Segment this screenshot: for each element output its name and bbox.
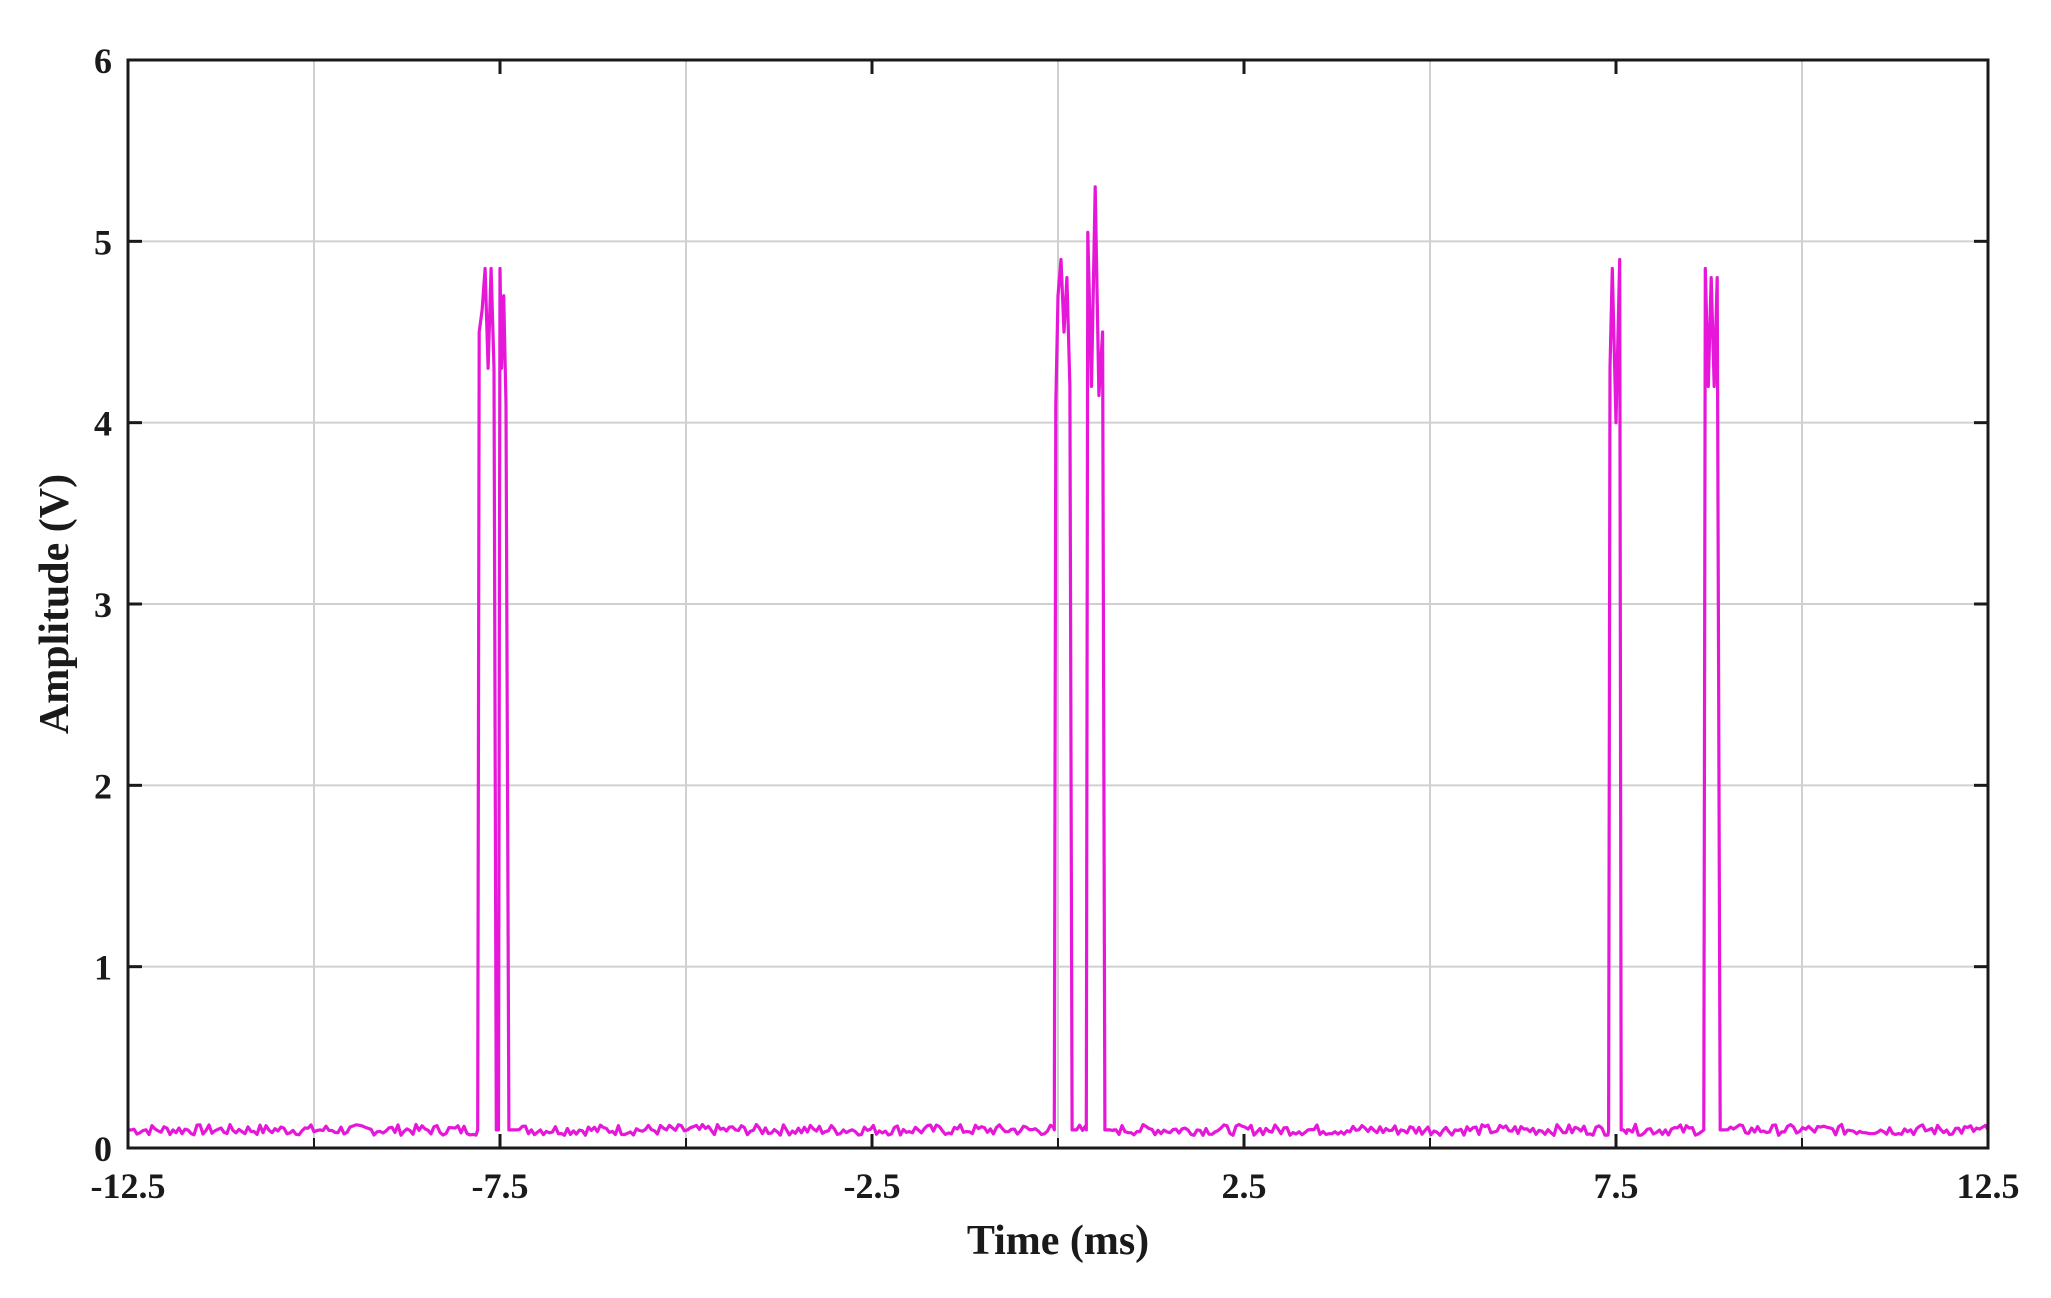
y-tick-labels: 0 1 2 3 4 5 6 — [94, 41, 112, 1169]
y-tick-label: 1 — [94, 948, 112, 988]
y-tick-label: 2 — [94, 766, 112, 806]
x-tick-label: -12.5 — [91, 1166, 166, 1206]
grid — [128, 60, 1988, 1148]
y-tick-label: 0 — [94, 1129, 112, 1169]
ticks — [126, 58, 1990, 1150]
y-axis-title: Amplitude (V) — [32, 474, 78, 734]
series-line — [127, 185, 1990, 1137]
x-axis-title: Time (ms) — [967, 1218, 1149, 1264]
y-tick-label: 3 — [94, 585, 112, 625]
x-tick-label: 12.5 — [1957, 1166, 2020, 1206]
y-tick-label: 4 — [94, 404, 112, 444]
x-tick-label: 7.5 — [1594, 1166, 1639, 1206]
y-tick-label: 6 — [94, 41, 112, 81]
y-tick-label: 5 — [94, 222, 112, 262]
series-layer — [127, 185, 1990, 1137]
x-tick-labels: -12.5 -7.5 -2.5 2.5 7.5 12.5 — [91, 1166, 2020, 1206]
x-tick-label: -7.5 — [472, 1166, 529, 1206]
x-tick-label: 2.5 — [1222, 1166, 1267, 1206]
x-tick-label: -2.5 — [844, 1166, 901, 1206]
